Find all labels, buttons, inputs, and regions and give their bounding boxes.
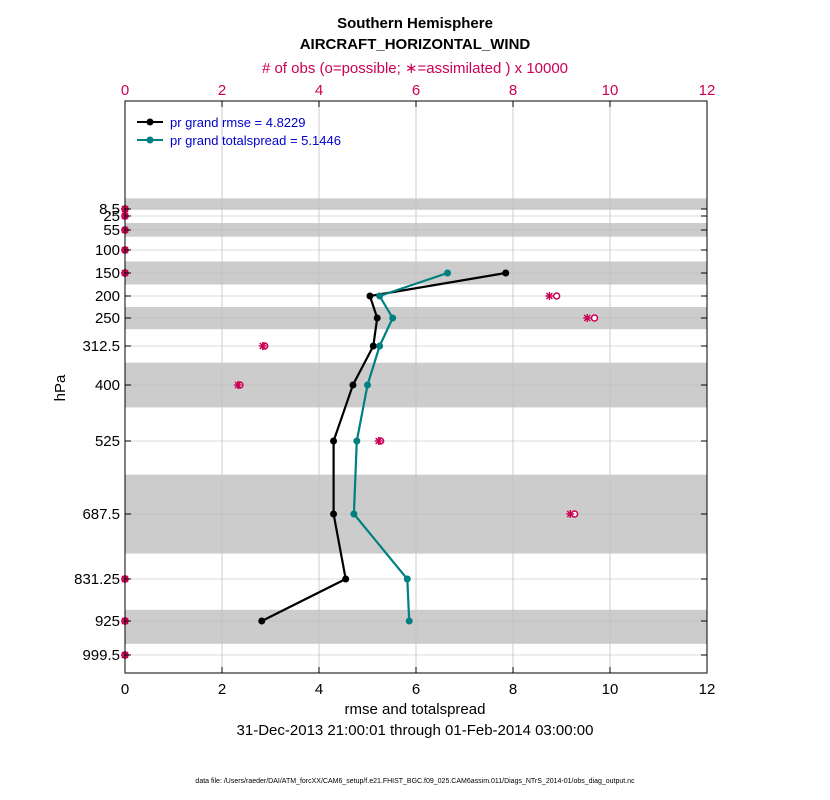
y-tick-label-13: 999.5 (82, 647, 120, 664)
top-axis-label: # of obs (o=possible; ∗=assimilated ) x … (262, 60, 568, 77)
x-axis-label: rmse and totalspread (345, 701, 486, 718)
legend-spread-marker (146, 136, 154, 144)
rmse-point-5 (330, 437, 338, 445)
x-tick-label-0: 0 (121, 681, 129, 698)
legend-rmse-text: pr grand rmse = 4.8229 (170, 115, 306, 130)
totalspread-point-1 (376, 292, 384, 300)
top-tick-label-6: 6 (412, 82, 420, 99)
top-tick-label-2: 2 (218, 82, 226, 99)
y-tick-label-2: 55 (103, 222, 120, 239)
footnote: data file: /Users/raeder/DAI/ATM_forcXX/… (195, 778, 635, 785)
rmse-point-1 (366, 292, 374, 300)
y-tick-label-1: 25 (103, 208, 120, 225)
y-tick-label-3: 100 (95, 242, 120, 259)
legend-rmse-marker (146, 118, 154, 126)
chart-subtitle: AIRCRAFT_HORIZONTAL_WIND (300, 36, 531, 53)
obs-possible-6 (590, 314, 599, 322)
totalspread-point-2 (389, 314, 397, 322)
y-tick-label-8: 400 (95, 377, 120, 394)
axes (124, 100, 708, 674)
rmse-point-4 (349, 381, 357, 389)
y-tick-label-0: 8.5 (99, 201, 120, 218)
top-tick-label-0: 0 (121, 82, 129, 99)
totalspread-point-8 (405, 617, 413, 625)
rmse-point-2 (373, 314, 381, 322)
top-tick-label-4: 4 (315, 82, 323, 99)
x-tick-label-6: 6 (412, 681, 420, 698)
obs-assimilated-10 (566, 510, 575, 518)
x-tick-label-4: 4 (315, 681, 323, 698)
x-tick-label-10: 10 (602, 681, 619, 698)
totalspread-point-7 (403, 575, 411, 583)
obs-possible-5 (552, 292, 561, 300)
y-tick-label-9: 525 (95, 433, 120, 450)
totalspread-point-3 (376, 342, 384, 350)
rmse-point-7 (342, 575, 350, 583)
obs-assimilated-5 (545, 292, 554, 300)
totalspread-point-0 (444, 269, 452, 277)
y-tick-label-7: 312.5 (82, 338, 120, 355)
y-axis-label: hPa (52, 374, 69, 401)
obs-assimilated-6 (583, 314, 592, 322)
y-tick-label-10: 687.5 (82, 506, 120, 523)
rmse-point-8 (258, 617, 266, 625)
totalspread-point-5 (353, 437, 361, 445)
series-lines (258, 269, 510, 625)
obs-assimilated-9 (374, 437, 383, 445)
x-tick-label-2: 2 (218, 681, 226, 698)
top-tick-label-12: 12 (699, 82, 716, 99)
y-tick-label-12: 925 (95, 613, 120, 630)
y-tick-label-6: 250 (95, 310, 120, 327)
legend: pr grand rmse = 4.8229 pr grand totalspr… (137, 115, 341, 148)
y-tick-label-5: 200 (95, 288, 120, 305)
chart-title: Southern Hemisphere (337, 15, 493, 32)
y-tick-label-11: 831.25 (74, 571, 120, 588)
totalspread-point-6 (350, 510, 358, 518)
rmse-point-6 (330, 510, 338, 518)
top-tick-label-10: 10 (602, 82, 619, 99)
totalspread-point-4 (364, 381, 371, 389)
grid-lines (125, 101, 707, 673)
x-tick-label-12: 12 (699, 681, 716, 698)
rmse-point-3 (369, 342, 377, 350)
rmse-point-0 (502, 269, 510, 277)
x-tick-label-8: 8 (509, 681, 517, 698)
legend-spread-text: pr grand totalspread = 5.1446 (170, 133, 341, 148)
obs-assimilated-8 (234, 381, 243, 389)
obs-assimilated-7 (258, 342, 267, 350)
top-tick-label-8: 8 (509, 82, 517, 99)
y-tick-label-4: 150 (95, 265, 120, 282)
date-range: 31-Dec-2013 21:00:01 through 01-Feb-2014… (237, 722, 594, 739)
